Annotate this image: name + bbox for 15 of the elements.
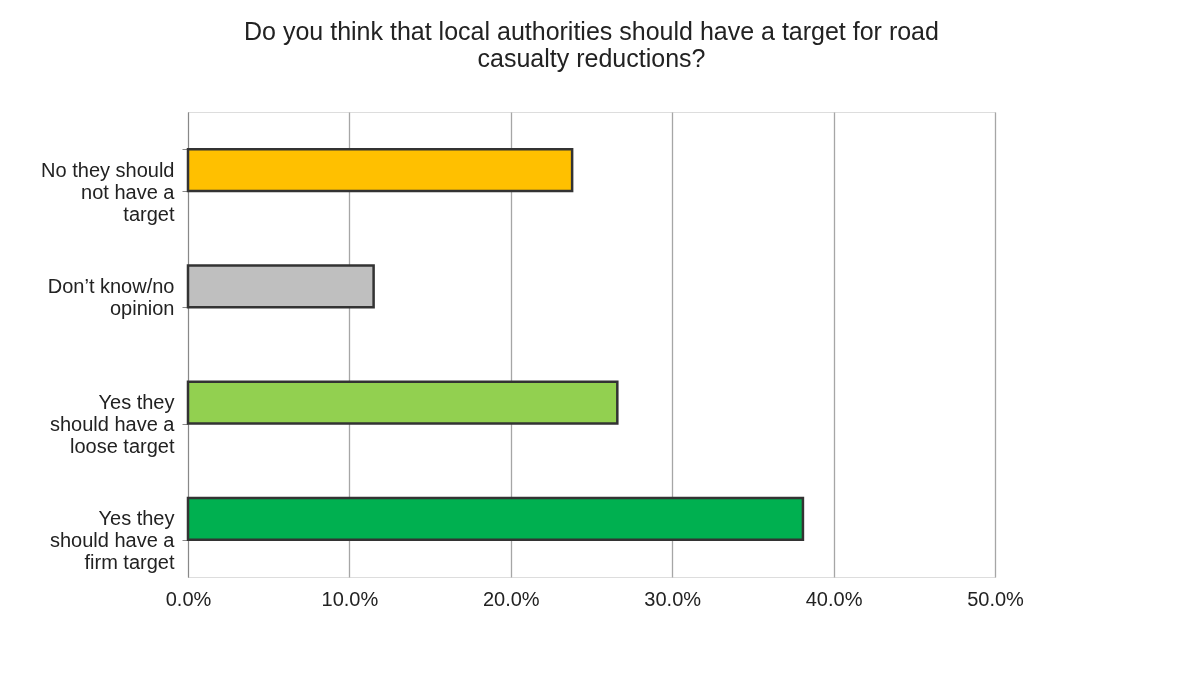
x-tick-label: 40.0% <box>805 587 863 610</box>
x-tick-label: 50.0% <box>967 587 1025 610</box>
x-tick-label: 0.0% <box>165 587 212 610</box>
y-tick-label: No they should not have a target <box>41 158 176 225</box>
y-tick-label: Don’t know/no opinion <box>47 274 175 319</box>
x-tick-label: 30.0% <box>644 587 702 610</box>
x-tick-label: 10.0% <box>321 587 379 610</box>
y-tick-label: Yes they should have a loose target <box>49 391 176 458</box>
bar <box>186 380 619 425</box>
chart-title: Do you think that local authorities should have a target for road casualty reductions? <box>244 17 939 72</box>
bar <box>186 147 574 193</box>
y-tick-label: Yes they should have a firm target <box>49 507 176 574</box>
bar <box>186 496 805 542</box>
x-tick-label: 20.0% <box>482 587 540 610</box>
bar <box>186 264 375 309</box>
